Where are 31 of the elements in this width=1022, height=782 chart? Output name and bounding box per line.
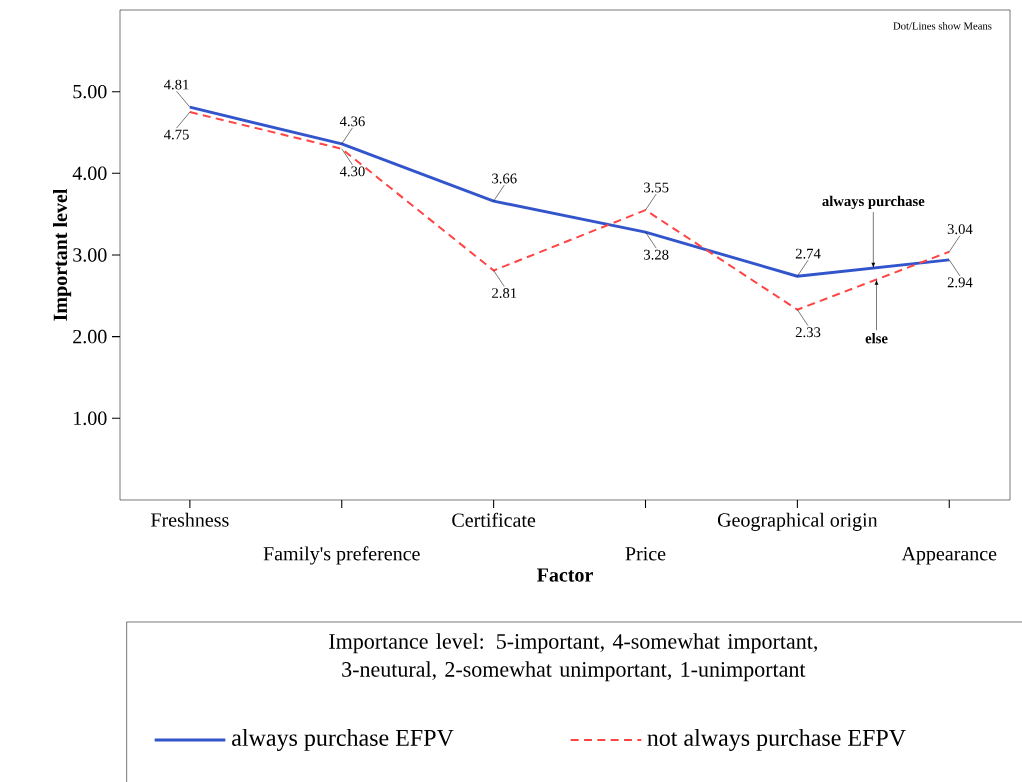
x-tick-label: Appearance [901, 547, 997, 565]
data-label: 4.36 [339, 116, 365, 127]
y-tick-label: 1.00 [74, 411, 107, 426]
data-label: 4.30 [339, 166, 365, 177]
annotation: else [865, 333, 888, 344]
legend-label: always purchase EFPV [232, 729, 454, 751]
y-tick-label: 3.00 [73, 248, 107, 262]
legend-label: not always purchase EFPV [647, 729, 906, 751]
annotation: always purchase [822, 195, 925, 210]
x-tick-label: Geographical origin [717, 512, 878, 531]
y-axis-title: Important level [53, 188, 72, 321]
y-tick-label: 4.00 [72, 166, 107, 181]
y-tick-label: 5.00 [73, 84, 107, 99]
data-label: 4.75 [164, 129, 189, 140]
text: Importance level: 5-important, 4-somewhat important, 3-neutural, 2-somewhat unimportant, 1-unimportant [329, 633, 817, 682]
data-label: 2.74 [795, 248, 821, 259]
data-label: 3.66 [492, 173, 517, 184]
x-tick-label: Family's preference [263, 546, 420, 565]
x-tick-label: Freshness [151, 512, 229, 527]
x-tick-label: Certificate [452, 512, 536, 527]
data-label: 2.94 [947, 277, 973, 288]
data-label: 2.81 [492, 288, 517, 299]
data-label: 3.28 [644, 249, 669, 260]
data-label: 3.55 [644, 182, 669, 193]
y-tick-label: 2.00 [73, 329, 107, 344]
x-axis-title: Factor [537, 568, 593, 582]
x-tick-label: Price [625, 547, 666, 561]
data-label: 4.81 [164, 79, 189, 90]
data-label: 2.33 [795, 327, 821, 338]
annotation: Dot/Lines show Means [893, 22, 992, 30]
data-label: 3.04 [947, 224, 973, 235]
